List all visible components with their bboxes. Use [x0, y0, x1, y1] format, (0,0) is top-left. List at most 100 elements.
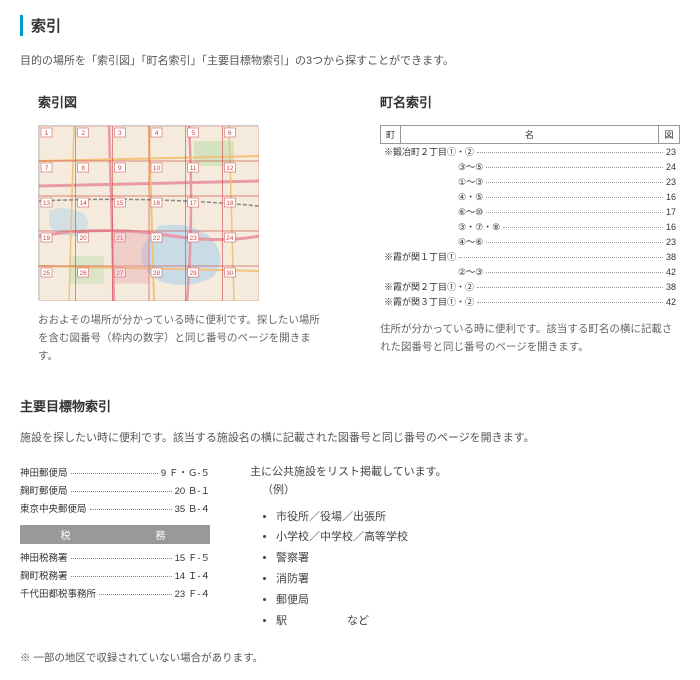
- dotted-leader: [486, 177, 663, 183]
- town-row-page: 16: [666, 192, 680, 202]
- dotted-leader: [71, 486, 172, 492]
- dotted-leader: [71, 468, 158, 474]
- landmark-row-label: 神田税務署: [20, 550, 68, 564]
- dotted-leader: [71, 553, 172, 559]
- town-row: ②～③42: [380, 264, 680, 279]
- svg-text:12: 12: [226, 165, 234, 172]
- town-row-page: 17: [666, 207, 680, 217]
- town-row: ④～⑥ 23: [380, 234, 680, 249]
- town-index-section: 町名索引 町 名 図 ※鍛冶町２丁目①・②23③～⑤24①～③23④・⑤16⑥～…: [362, 92, 680, 366]
- town-row: ※霞が関２丁目①・② 38: [380, 279, 680, 294]
- landmark-row: 東京中央郵便局 35 Ｂ-４: [20, 499, 210, 517]
- th-zu: 図: [659, 126, 679, 143]
- svg-text:17: 17: [190, 200, 198, 207]
- town-row: ※霞が関１丁目①38: [380, 249, 680, 264]
- town-table-header: 町 名 図: [380, 125, 680, 144]
- page-title: 索引: [20, 15, 680, 36]
- landmark-listing: 神田郵便局 9 Ｆ・Ｇ-５ 麹町郵便局 20 Ｂ-１ 東京中央郵便局 35 Ｂ-４ 税 務…: [20, 463, 210, 602]
- town-row-label: ①～③: [380, 175, 483, 188]
- landmark-row-value: 9 Ｆ・Ｇ-５: [161, 465, 210, 479]
- town-row-label: ③～⑤: [380, 160, 483, 173]
- index-map-image: 1234567891011121314151617181920212223242…: [38, 125, 258, 300]
- town-row: ⑥～⑩ 17: [380, 204, 680, 219]
- svg-text:25: 25: [43, 270, 51, 277]
- town-row: ③～⑤ 24: [380, 159, 680, 174]
- landmark-right-intro: 主に公共施設をリスト掲載しています。: [250, 463, 680, 479]
- svg-text:14: 14: [80, 200, 88, 207]
- svg-text:19: 19: [43, 235, 51, 242]
- svg-text:29: 29: [190, 270, 198, 277]
- svg-text:7: 7: [45, 165, 49, 172]
- landmark-row-value: 23 Ｆ-４: [175, 586, 210, 600]
- town-row: ④・⑤ 16: [380, 189, 680, 204]
- landmark-row-label: 麹町税務署: [20, 568, 68, 582]
- town-row-page: 23: [666, 177, 680, 187]
- svg-text:28: 28: [153, 270, 161, 277]
- town-row: ①～③ 23: [380, 174, 680, 189]
- landmark-title: 主要目標物索引: [20, 396, 680, 415]
- landmark-row-value: 35 Ｂ-４: [175, 501, 210, 515]
- landmark-row: 神田税務署15 Ｆ-５: [20, 548, 210, 566]
- landmark-row-label: 東京中央郵便局: [20, 501, 87, 515]
- dotted-leader: [486, 162, 663, 168]
- town-row-label: ※霞が関２丁目①・②: [380, 280, 474, 293]
- town-index-table: 町 名 図 ※鍛冶町２丁目①・②23③～⑤ 24 ①～③ 23 ④・⑤ 16 ⑥～⑩ 17 ③・…: [380, 125, 680, 309]
- svg-text:26: 26: [80, 270, 88, 277]
- svg-text:20: 20: [80, 235, 88, 242]
- svg-text:18: 18: [226, 200, 234, 207]
- town-row-label: ④・⑤: [380, 190, 483, 203]
- index-map-title: 索引図: [38, 92, 322, 111]
- svg-text:22: 22: [153, 235, 161, 242]
- landmark-row-value: 14 Ｉ-４: [175, 568, 210, 582]
- th-machi: 町: [381, 126, 401, 143]
- town-row-label: ③・⑦・⑧: [380, 220, 500, 233]
- town-row-label: ⑥～⑩: [380, 205, 483, 218]
- example-item: 消防署: [276, 569, 680, 590]
- dotted-leader: [477, 147, 663, 153]
- svg-text:8: 8: [81, 165, 85, 172]
- town-row: ※鍛冶町２丁目①・②23: [380, 144, 680, 159]
- tax-header: 税 務: [20, 525, 210, 544]
- town-index-desc: 住所が分かっている時に便利です。該当する町名の横に記載された図番号と同じ番号のペ…: [380, 321, 680, 357]
- example-item: 警察署: [276, 548, 680, 569]
- town-row-label: ④～⑥: [380, 235, 483, 248]
- svg-text:23: 23: [190, 235, 198, 242]
- town-row: ③・⑦・⑧ 16: [380, 219, 680, 234]
- landmark-row: 神田郵便局 9 Ｆ・Ｇ-５: [20, 463, 210, 481]
- dotted-leader: [486, 237, 663, 243]
- town-row-page: 24: [666, 162, 680, 172]
- svg-text:24: 24: [226, 235, 234, 242]
- dotted-leader: [459, 252, 663, 258]
- landmark-row-label: 神田郵便局: [20, 465, 68, 479]
- index-map-section: 索引図 123456789101112131415161718192021222…: [20, 92, 322, 366]
- dotted-leader: [503, 222, 663, 228]
- landmark-examples: 主に公共施設をリスト掲載しています。 （例） 市役所／役場／出張所小学校／中学校…: [250, 463, 680, 632]
- svg-text:1: 1: [45, 130, 49, 137]
- svg-text:3: 3: [118, 130, 122, 137]
- dotted-leader: [90, 504, 172, 510]
- example-item: 郵便局: [276, 590, 680, 611]
- town-row-label: ※霞が関３丁目①・②: [380, 295, 474, 308]
- town-row-page: 42: [666, 297, 680, 307]
- tax-header-left: 税: [20, 527, 115, 542]
- town-row-page: 16: [666, 222, 680, 232]
- landmark-row-label: 千代田都税事務所: [20, 586, 96, 600]
- svg-text:4: 4: [155, 130, 159, 137]
- landmark-row-value: 20 Ｂ-１: [175, 483, 210, 497]
- example-item: 市役所／役場／出張所: [276, 507, 680, 528]
- landmark-row-label: 麹町郵便局: [20, 483, 68, 497]
- dotted-leader: [99, 589, 172, 595]
- example-item: 小学校／中学校／高等学校: [276, 527, 680, 548]
- town-row-page: 38: [666, 282, 680, 292]
- dotted-leader: [486, 192, 663, 198]
- svg-text:9: 9: [118, 165, 122, 172]
- dotted-leader: [486, 267, 663, 273]
- town-row-page: 23: [666, 237, 680, 247]
- tax-header-right: 務: [115, 527, 210, 542]
- index-map-desc: おおよその場所が分かっている時に便利です。探したい場所を含む図番号（枠内の数字）…: [38, 312, 322, 366]
- svg-text:13: 13: [43, 200, 51, 207]
- svg-text:16: 16: [153, 200, 161, 207]
- town-row-page: 38: [666, 252, 680, 262]
- svg-text:2: 2: [81, 130, 85, 137]
- landmark-row: 麹町郵便局 20 Ｂ-１: [20, 481, 210, 499]
